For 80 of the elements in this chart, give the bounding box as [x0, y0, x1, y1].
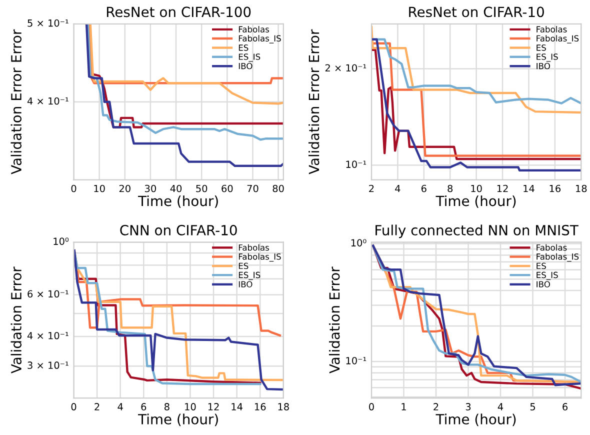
x-tick-label: 12 [497, 184, 508, 192]
x-tick-label: 8 [448, 184, 453, 192]
x-tick-label: 3 [466, 403, 471, 410]
x-tick-label: 18 [278, 403, 289, 410]
x-tick-label: 14 [232, 403, 242, 410]
y-tick-label: 3 × 10⁻¹ [28, 362, 68, 369]
legend-label: ES_IS [238, 272, 260, 280]
x-tick-label: 0 [71, 403, 76, 410]
x-tick-label: 30 [145, 184, 156, 192]
x-tick-label: 6 [141, 403, 146, 410]
x-tick-label: 16 [255, 403, 266, 410]
x-axis-title: Time (hour) [436, 414, 516, 426]
legend-label: ES_IS [238, 54, 260, 62]
y-axis-title: Validation Error Error [10, 29, 22, 174]
legend-label: ES [238, 44, 248, 51]
legend-label: Fabolas [238, 244, 270, 251]
chart-title: Fully connected NN on MNIST [376, 224, 578, 238]
x-tick-label: 1 [402, 403, 406, 410]
x-tick-label: 50 [196, 184, 208, 192]
legend-label: IBO [536, 62, 550, 70]
y-axis-title: Validation Error [329, 266, 340, 374]
legend-label: Fabolas_IS [536, 35, 579, 44]
y-tick-label: 5 × 10⁻¹ [28, 19, 68, 27]
x-tick-label: 70 [247, 184, 258, 192]
x-tick-label: 2 [369, 184, 374, 192]
x-tick-label: 80 [272, 184, 284, 192]
x-tick-label: 0 [369, 403, 374, 410]
legend-label: IBO [536, 281, 550, 288]
legend-label: Fabolas_IS [238, 253, 281, 262]
legend-label: ES [536, 44, 546, 51]
x-axis-title: Time (hour) [138, 414, 218, 426]
x-axis-title: Time (hour) [138, 195, 218, 208]
x-tick-label: 0 [71, 184, 76, 192]
legend-label: IBO [238, 62, 252, 70]
y-tick-label: 10⁻¹ [346, 160, 366, 168]
x-tick-label: 6 [421, 184, 426, 192]
x-tick-label: 4 [395, 184, 400, 192]
line-series [85, 24, 284, 167]
legend-label: Fabolas [536, 244, 567, 251]
y-tick-label: 4 × 10⁻¹ [27, 332, 68, 340]
legend-label: ES [536, 262, 546, 270]
y-tick-label: 10⁰ [54, 238, 69, 245]
y-tick-label: 10⁻¹ [346, 356, 366, 364]
x-tick-label: 4 [118, 403, 123, 410]
x-tick-label: 16 [550, 184, 561, 192]
line-series [89, 24, 284, 105]
chart-title: ResNet on CIFAR-100 [106, 6, 251, 18]
chart-title: ResNet on CIFAR-10 [409, 6, 544, 18]
legend-label: Fabolas [238, 26, 270, 32]
x-tick-label: 60 [222, 184, 233, 192]
y-axis-title: Validation Error [10, 266, 22, 374]
y-tick-label: 4 × 10⁻¹ [27, 97, 68, 105]
y-tick-label: 2 × 10⁻¹ [325, 64, 366, 72]
y-tick-label: 6 × 10⁻¹ [28, 290, 68, 298]
y-axis-title: Validation Error Error [308, 29, 320, 174]
legend-label: Fabolas_IS [238, 35, 281, 44]
y-tick-label: 10⁰ [351, 239, 366, 246]
legend-label: ES_IS [536, 54, 558, 62]
x-tick-label: 10 [471, 184, 482, 192]
chart-title: CNN on CIFAR-10 [120, 224, 237, 236]
line-series [371, 26, 582, 114]
x-tick-label: 20 [119, 184, 130, 192]
x-tick-label: 14 [524, 184, 534, 192]
x-tick-label: 18 [576, 184, 587, 192]
x-tick-label: 2 [94, 403, 100, 410]
legend-label: ES [238, 262, 248, 270]
x-tick-label: 2 [434, 403, 438, 410]
x-tick-label: 6 [562, 403, 568, 410]
legend-label: IBO [238, 281, 252, 288]
x-tick-label: 40 [170, 184, 182, 192]
x-tick-label: 8 [164, 403, 170, 410]
legend-label: Fabolas_IS [536, 253, 579, 262]
x-tick-label: 4 [498, 403, 504, 410]
legend-label: Fabolas [536, 26, 567, 32]
x-axis-title: Time (hour) [436, 195, 516, 208]
legend-label: ES_IS [536, 272, 558, 280]
x-tick-label: 5 [530, 403, 536, 410]
x-tick-label: 12 [208, 403, 219, 410]
x-tick-label: 10 [185, 403, 196, 410]
x-tick-label: 10 [94, 184, 105, 192]
